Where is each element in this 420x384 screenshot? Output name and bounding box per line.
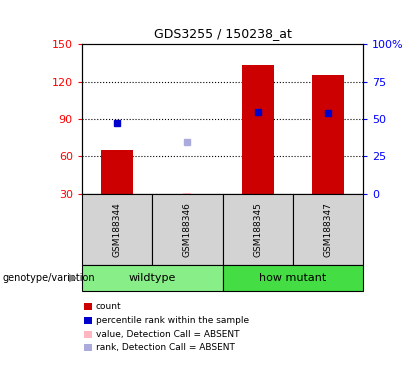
Text: how mutant: how mutant [259, 273, 327, 283]
Text: GSM188347: GSM188347 [324, 202, 333, 257]
Text: ▶: ▶ [69, 273, 78, 283]
Text: wildtype: wildtype [129, 273, 176, 283]
Text: GSM188344: GSM188344 [113, 202, 121, 257]
Text: GSM188346: GSM188346 [183, 202, 192, 257]
Text: value, Detection Call = ABSENT: value, Detection Call = ABSENT [96, 329, 239, 339]
Text: GSM188345: GSM188345 [253, 202, 262, 257]
Bar [184, 193, 192, 194]
Bar [101, 150, 133, 194]
Text: rank, Detection Call = ABSENT: rank, Detection Call = ABSENT [96, 343, 235, 353]
Bar [242, 65, 273, 194]
Text: genotype/variation: genotype/variation [2, 273, 95, 283]
Bar [312, 75, 344, 194]
Title: GDS3255 / 150238_at: GDS3255 / 150238_at [154, 27, 291, 40]
Text: percentile rank within the sample: percentile rank within the sample [96, 316, 249, 325]
Text: count: count [96, 302, 121, 311]
